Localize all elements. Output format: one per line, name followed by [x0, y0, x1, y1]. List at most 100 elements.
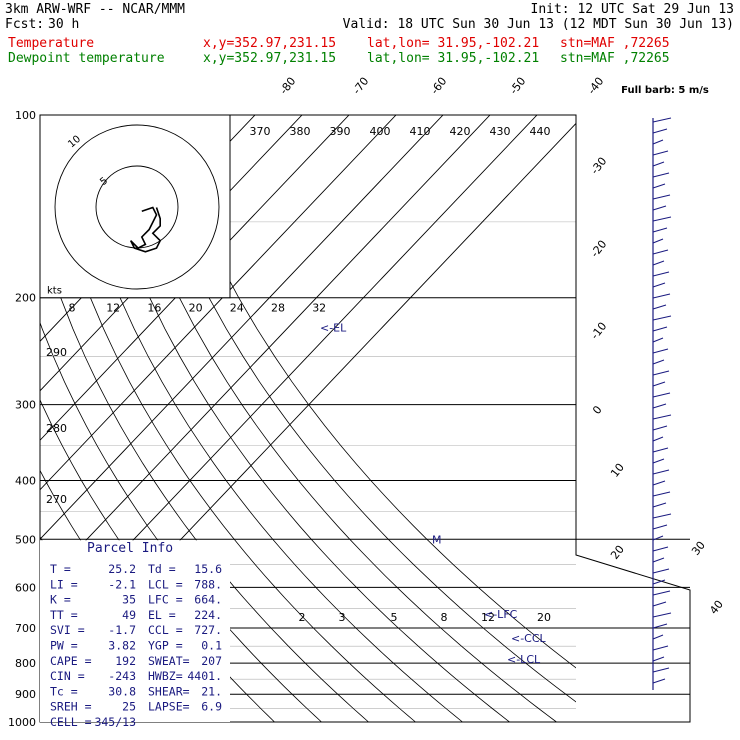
wind-barb — [652, 678, 666, 684]
hodograph-units-label: kts — [47, 286, 62, 297]
mixing-ratio-label: 20 — [537, 611, 551, 624]
wind-barb — [652, 315, 672, 321]
dry-adiabat-line — [112, 115, 557, 723]
wind-barb — [652, 370, 670, 376]
parcel-value: 3.82 — [108, 639, 136, 653]
parcel-key: SREH = — [50, 700, 92, 714]
wind-barb — [652, 414, 672, 420]
isobar-label: 500 — [15, 533, 36, 546]
isobar-label: 700 — [15, 622, 36, 635]
init-time: Init: 12 UTC Sat 29 Jun 13 — [530, 2, 735, 17]
wind-barb — [652, 238, 664, 244]
wind-barb — [652, 392, 671, 398]
isotherm-label: 10 — [608, 461, 627, 480]
isotherm-label: 40 — [707, 598, 726, 617]
level-annotation: <-LFC — [484, 608, 518, 621]
parcel-key: K = — [50, 593, 71, 607]
wind-barb — [652, 403, 667, 409]
parcel-value: 664. — [194, 593, 222, 607]
parcel-key: Tc = — [50, 684, 78, 698]
isobar-label: 300 — [15, 399, 36, 412]
wind-barb — [652, 359, 665, 365]
isotherm-line — [40, 115, 350, 441]
theta-label: 290 — [46, 346, 67, 359]
parcel-key: TT = — [50, 608, 78, 622]
parcel-value: 224. — [194, 608, 222, 622]
parcel-key: LAPSE= — [148, 700, 190, 714]
parcel-key: Td = — [148, 562, 176, 576]
parcel-value: 727. — [194, 623, 222, 637]
parcel-key: SWEAT= — [148, 654, 190, 668]
isotherm-label: 0 — [590, 403, 605, 417]
parcel-value: 6.9 — [201, 700, 222, 714]
wind-barb — [652, 150, 669, 156]
hodograph-box — [39, 114, 231, 299]
isotherm-label: -40 — [585, 75, 606, 97]
wind-barb — [652, 524, 668, 530]
theta-e-label: 390 — [330, 125, 351, 138]
parcel-key: LCL = — [148, 577, 183, 591]
parcel-panel — [40, 540, 230, 722]
isobar-label: 400 — [15, 474, 36, 487]
wind-barb — [652, 546, 669, 552]
wind-barb — [652, 469, 670, 475]
wind-barb — [652, 513, 672, 519]
wind-barb — [652, 304, 667, 310]
level-annotation: <-EL — [320, 322, 347, 335]
theta-e-label: 440 — [530, 125, 551, 138]
model-title: 3km ARW-WRF -- NCAR/MMM — [5, 2, 186, 17]
hodograph-trace — [129, 206, 162, 253]
wind-barb — [652, 425, 668, 431]
isotherm-label: -50 — [507, 75, 528, 97]
isotherm-label: -20 — [588, 238, 609, 260]
wind-barb — [652, 645, 669, 651]
wind-barb — [652, 535, 664, 541]
forecast-hour: 30 h — [48, 17, 80, 32]
wind-barb — [652, 568, 670, 574]
wind-barb — [652, 128, 668, 134]
isobar-label: 800 — [15, 657, 36, 670]
parcel-value: 25.2 — [108, 562, 136, 576]
isotherm-line — [40, 115, 491, 590]
temperature-xy: x,y=352.97,231.15 — [203, 36, 337, 51]
wind-barb — [652, 139, 664, 145]
wind-barb — [652, 348, 669, 354]
wind-barb — [652, 227, 668, 233]
hodograph-ring — [54, 124, 220, 290]
isotherm-label: -10 — [588, 320, 609, 342]
wind-barb — [652, 480, 666, 486]
forecast-label: Fcst: — [5, 17, 45, 32]
hodograph-speed-label: 28 — [271, 302, 285, 315]
wind-barb — [652, 161, 665, 167]
theta-e-label: 430 — [490, 125, 511, 138]
level-annotation: <-LCL — [507, 653, 541, 666]
hodograph-speed-label: 16 — [147, 302, 161, 315]
barb-legend: Full barb: 5 m/s — [621, 85, 709, 96]
dewpoint-station: stn=MAF ,72265 — [560, 51, 670, 66]
wind-barb — [652, 282, 666, 288]
parcel-value: 35 — [122, 593, 136, 607]
wind-barb — [652, 634, 664, 640]
dewpoint-latlon: lat,lon= 31.95,-102.21 — [367, 51, 540, 66]
dewpoint-xy: x,y=352.97,231.15 — [203, 51, 337, 66]
wind-barb — [652, 260, 665, 266]
wind-barb — [652, 491, 671, 497]
parcel-value: -243 — [108, 669, 136, 683]
wind-barb — [652, 579, 666, 585]
wind-barb — [652, 249, 669, 255]
wind-barb — [652, 601, 667, 607]
dry-adiabat-line — [161, 115, 576, 669]
parcel-key: YGP = — [148, 639, 183, 653]
wind-barb — [652, 194, 671, 200]
dry-adiabat-line — [88, 115, 510, 723]
wind-barb — [652, 447, 669, 453]
theta-e-label: 380 — [290, 125, 311, 138]
parcel-key: LFC = — [148, 593, 183, 607]
hodograph-speed-label: 12 — [106, 302, 120, 315]
wind-barb — [652, 623, 668, 629]
parcel-key: PW = — [50, 639, 78, 653]
theta-label: 270 — [46, 493, 67, 506]
hodograph-speed-label: 32 — [312, 302, 326, 315]
wind-barb — [652, 502, 667, 508]
